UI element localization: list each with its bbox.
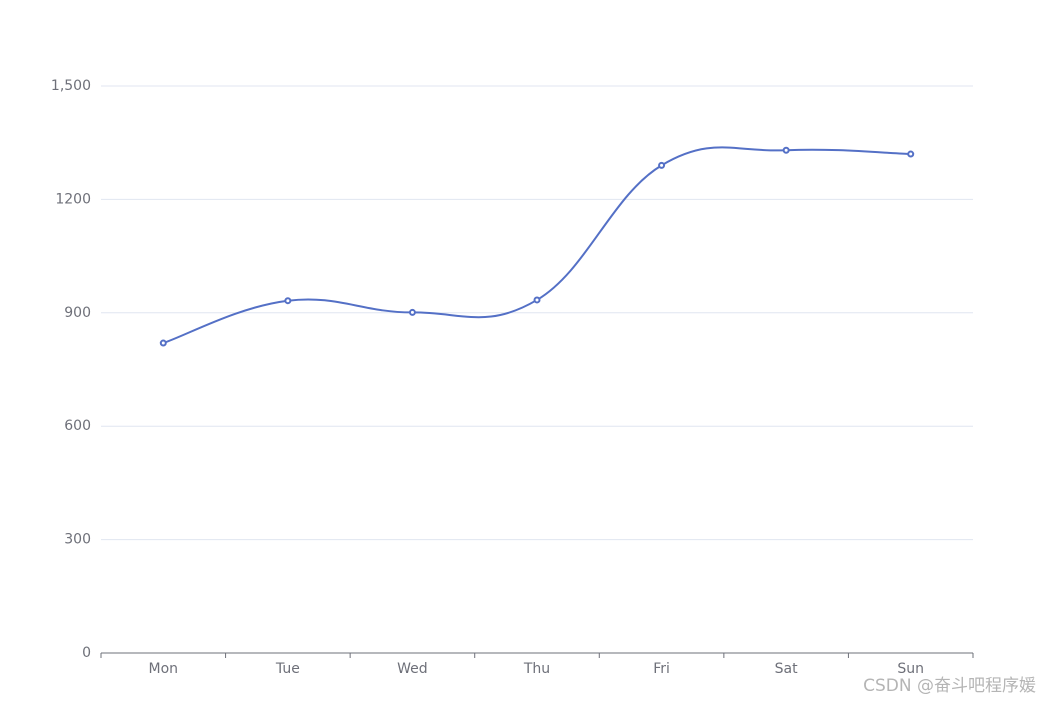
point [533,296,541,304]
x-tick-label: Sat [775,661,798,677]
x-tick-label: Fri [653,661,670,677]
watermark: CSDN @奋斗吧程序媛 [863,676,1036,696]
point [159,339,167,347]
line [162,146,911,344]
y-tick-label: 300 [64,532,91,548]
point [284,297,292,305]
x-tick-label: Thu [523,661,550,677]
x-tick-label: Wed [397,661,428,677]
y-tick-label: 600 [64,418,91,434]
point [782,146,790,154]
point [658,161,666,169]
y-tick-label: 0 [82,645,91,661]
point [408,308,416,316]
y-tick-label: 1200 [55,191,91,207]
y-tick-label: 1,500 [51,78,91,94]
x-tick-label: Tue [275,661,300,677]
point [907,150,915,158]
y-tick-label: 900 [64,305,91,321]
x-tick-label: Mon [149,661,179,677]
x-tick-label: Sun [897,661,924,677]
